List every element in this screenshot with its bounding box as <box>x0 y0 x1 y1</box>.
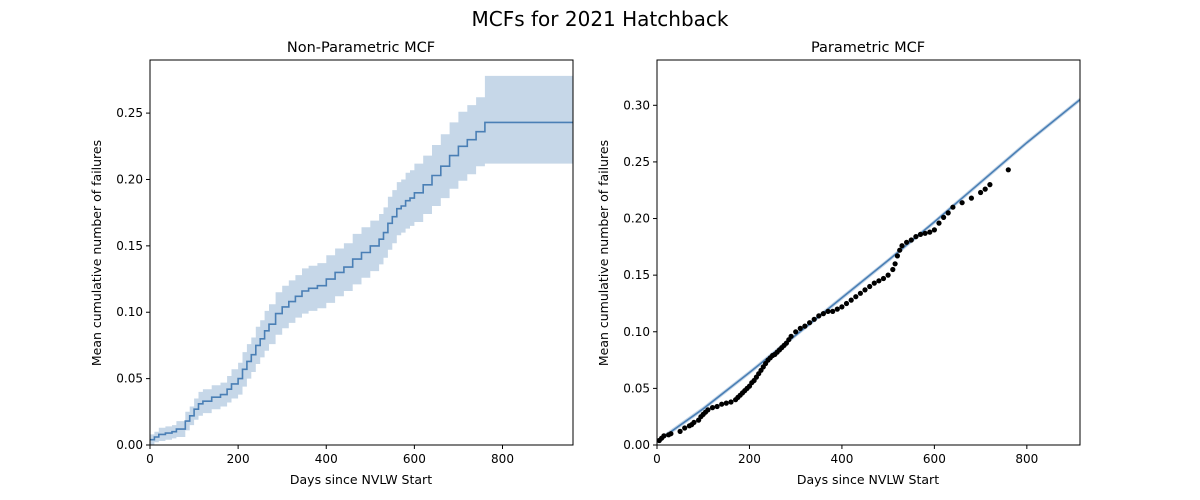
parametric-data-point <box>959 200 965 206</box>
parametric-data-point <box>719 401 725 407</box>
parametric-data-point <box>807 320 813 326</box>
parametric-data-point <box>968 195 975 201</box>
nonparametric-y-tick-label: 0.00 <box>116 438 143 452</box>
parametric-data-point <box>917 231 924 237</box>
parametric-data-point <box>931 227 938 233</box>
parametric-y-tick-label: 0.25 <box>623 155 650 169</box>
parametric-y-axis-label: Mean cumulative number of failures <box>596 140 611 366</box>
nonparametric-x-tick-label: 400 <box>315 452 338 466</box>
parametric-fit-line <box>657 98 1080 443</box>
parametric-fit-confidence-band <box>657 97 1080 444</box>
parametric-data-point <box>982 186 988 192</box>
parametric-data-point <box>825 308 831 314</box>
parametric-data-point <box>936 220 942 226</box>
parametric-panel-title: Parametric MCF <box>811 40 925 56</box>
parametric-y-tick-label: 0.20 <box>623 212 650 226</box>
parametric-y-tick-label: 0.00 <box>623 438 650 452</box>
parametric-mcf-panel: Parametric MCF 0 200 400 600 800 0.00 0.05 0.10… <box>596 40 1081 487</box>
parametric-data-point <box>904 239 910 245</box>
nonparametric-mcf-step-line <box>150 121 573 441</box>
parametric-data-point <box>922 230 928 236</box>
nonparametric-y-tick-label: 0.05 <box>116 372 143 386</box>
parametric-x-tick-label: 600 <box>923 452 946 466</box>
parametric-data-point <box>797 325 803 331</box>
parametric-y-tick-label: 0.10 <box>623 325 650 339</box>
parametric-data-point <box>848 297 854 303</box>
parametric-data-point <box>853 294 859 300</box>
parametric-data-layer <box>657 97 1080 444</box>
parametric-plot-area: 0 200 400 600 800 0.00 0.05 0.10 0.15 0.20 0.25 0.3… <box>623 59 1081 466</box>
parametric-data-point <box>714 403 720 410</box>
parametric-data-point <box>830 308 836 314</box>
parametric-axes-frame <box>656 59 1081 446</box>
nonparametric-confidence-band <box>150 75 573 445</box>
parametric-data-point <box>899 243 905 249</box>
nonparametric-y-tick-label: 0.25 <box>116 106 143 120</box>
nonparametric-x-tick-label: 200 <box>227 452 250 466</box>
nonparametric-y-axis-label: Mean cumulative number of failures <box>89 140 104 366</box>
parametric-data-point <box>682 425 688 431</box>
parametric-x-axis-label: Days since NVLW Start <box>797 472 939 487</box>
parametric-x-tick-label: 0 <box>653 452 661 466</box>
parametric-data-point <box>913 234 919 240</box>
nonparametric-plot-area: 0 200 400 600 800 0.00 0.05 0.10 0.15 0.20 0.25 <box>116 59 574 466</box>
nonparametric-data-layer <box>150 75 573 445</box>
figure-title: MCFs for 2021 Hatchback <box>472 7 729 31</box>
nonparametric-x-tick-label: 800 <box>491 452 514 466</box>
parametric-data-point <box>941 214 947 220</box>
parametric-data-point <box>677 428 683 434</box>
parametric-data-point <box>897 247 903 253</box>
nonparametric-x-axis-label: Days since NVLW Start <box>290 472 432 487</box>
parametric-data-point <box>661 433 667 439</box>
parametric-data-point <box>816 313 822 319</box>
parametric-data-point <box>834 306 840 312</box>
parametric-data-point <box>1005 167 1011 173</box>
nonparametric-mcf-panel: Non-Parametric MCF 0 200 400 600 800 0.00 0.05… <box>89 40 574 487</box>
nonparametric-y-tick-label: 0.15 <box>116 239 143 253</box>
nonparametric-x-tick-label: 600 <box>403 452 426 466</box>
parametric-data-point <box>880 275 887 282</box>
parametric-y-tick-label: 0.30 <box>623 98 650 112</box>
parametric-data-point <box>802 323 808 329</box>
parametric-data-point <box>691 419 697 425</box>
nonparametric-x-tick-label: 0 <box>146 452 154 466</box>
nonparametric-y-tick-label: 0.10 <box>116 305 143 319</box>
parametric-data-point <box>843 300 850 307</box>
parametric-data-point <box>927 229 933 235</box>
parametric-data-point <box>885 272 891 278</box>
parametric-data-point <box>987 182 993 188</box>
parametric-data-point <box>820 311 827 317</box>
parametric-y-tick-label: 0.05 <box>623 381 650 395</box>
parametric-data-point <box>705 407 711 413</box>
parametric-data-point <box>788 333 794 339</box>
parametric-data-point <box>871 280 877 286</box>
parametric-data-point <box>723 400 729 406</box>
parametric-data-point <box>876 278 882 284</box>
parametric-data-point <box>857 290 864 296</box>
parametric-data-point <box>668 431 674 437</box>
parametric-x-tick-label: 200 <box>738 452 761 466</box>
parametric-x-tick-label: 400 <box>830 452 853 466</box>
parametric-data-point <box>793 329 799 335</box>
parametric-data-point <box>867 283 873 290</box>
parametric-data-point <box>945 210 951 216</box>
parametric-data-point <box>950 204 956 210</box>
parametric-data-point <box>908 237 914 243</box>
nonparametric-y-tick-label: 0.20 <box>116 172 143 186</box>
parametric-x-tick-label: 800 <box>1015 452 1038 466</box>
parametric-y-tick-label: 0.15 <box>623 268 650 282</box>
parametric-data-point <box>892 261 898 267</box>
parametric-data-point <box>839 304 845 310</box>
parametric-data-point <box>862 287 868 293</box>
parametric-data-point <box>890 266 896 273</box>
nonparametric-panel-title: Non-Parametric MCF <box>287 40 435 56</box>
parametric-data-point <box>978 189 984 196</box>
parametric-data-point <box>894 253 901 259</box>
parametric-data-point <box>811 316 817 322</box>
parametric-data-point <box>709 405 716 411</box>
parametric-data-point <box>728 399 734 405</box>
nonparametric-axes-frame <box>149 59 574 446</box>
